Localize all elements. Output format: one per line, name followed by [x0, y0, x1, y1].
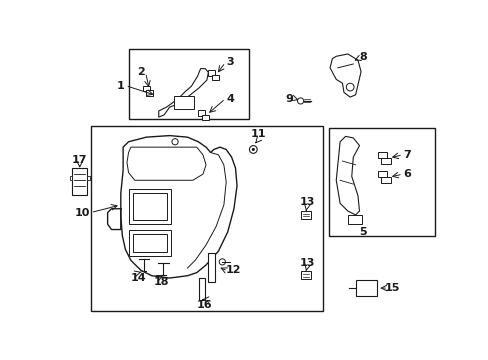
Bar: [347, 215, 361, 224]
Bar: [128, 189, 171, 224]
Text: 18: 18: [154, 277, 169, 287]
Text: 6: 6: [403, 169, 410, 179]
Bar: [69, 176, 72, 180]
Text: 11: 11: [250, 129, 266, 139]
Circle shape: [251, 148, 254, 151]
Bar: [301, 211, 310, 219]
Polygon shape: [329, 54, 360, 97]
Text: 2: 2: [137, 67, 144, 77]
Text: 13: 13: [299, 258, 315, 267]
Bar: [328, 128, 434, 236]
Text: 17: 17: [72, 155, 87, 165]
Bar: [208, 253, 214, 282]
Bar: [146, 90, 153, 95]
Text: 12: 12: [225, 265, 241, 275]
Bar: [133, 193, 166, 220]
Bar: [381, 177, 390, 183]
Bar: [143, 86, 150, 91]
Bar: [381, 158, 390, 164]
Bar: [355, 280, 377, 296]
Text: 13: 13: [299, 197, 315, 207]
Polygon shape: [121, 136, 237, 278]
Text: 16: 16: [196, 300, 212, 310]
Text: 9: 9: [285, 94, 292, 104]
Bar: [377, 171, 386, 177]
Bar: [129, 49, 249, 119]
Text: 15: 15: [385, 283, 400, 293]
Text: 10: 10: [75, 208, 90, 217]
Bar: [212, 75, 219, 80]
Polygon shape: [127, 147, 205, 180]
Bar: [133, 234, 166, 252]
Text: 14: 14: [131, 273, 146, 283]
Bar: [197, 110, 204, 116]
Bar: [301, 271, 310, 279]
Bar: [72, 168, 87, 195]
Text: 7: 7: [403, 150, 410, 160]
Bar: [202, 115, 209, 120]
Text: 4: 4: [225, 94, 234, 104]
Text: 1: 1: [117, 81, 124, 91]
Text: 8: 8: [359, 52, 366, 62]
Bar: [87, 176, 90, 180]
Text: 3: 3: [226, 58, 233, 67]
Bar: [377, 152, 386, 158]
Bar: [199, 278, 205, 300]
Bar: [207, 70, 214, 76]
Polygon shape: [336, 136, 359, 215]
Bar: [174, 95, 193, 109]
Bar: [90, 126, 323, 311]
Polygon shape: [159, 69, 208, 117]
Text: 5: 5: [359, 227, 366, 237]
Bar: [128, 230, 171, 256]
